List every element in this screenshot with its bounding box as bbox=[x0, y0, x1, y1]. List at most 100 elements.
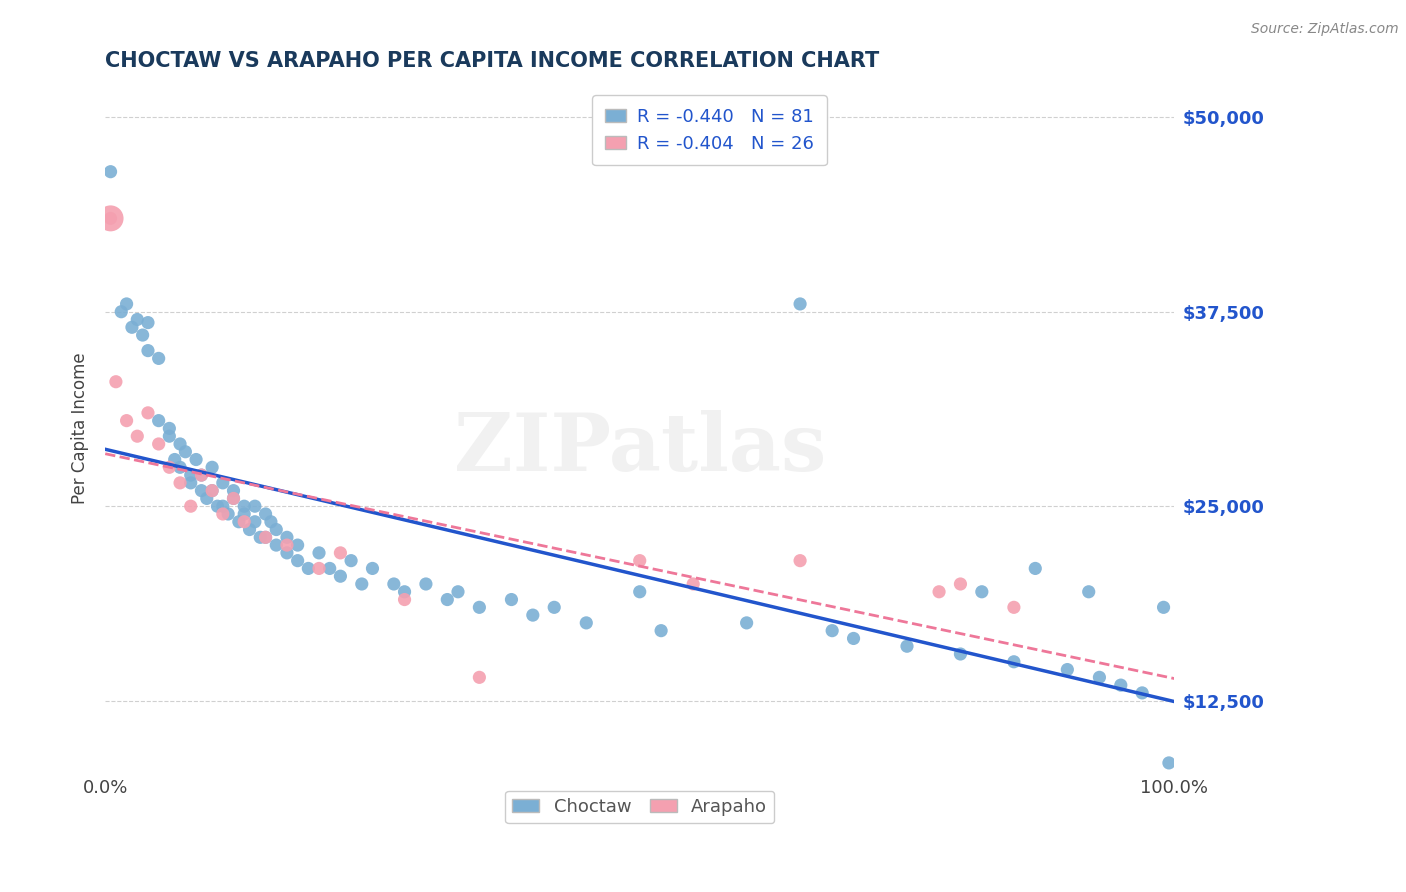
Text: Source: ZipAtlas.com: Source: ZipAtlas.com bbox=[1251, 22, 1399, 37]
Point bbox=[254, 530, 277, 544]
Point bbox=[222, 491, 245, 506]
Point bbox=[131, 328, 153, 343]
Point bbox=[254, 530, 277, 544]
Point bbox=[180, 475, 202, 490]
Point bbox=[115, 297, 138, 311]
Point bbox=[163, 452, 186, 467]
Text: ZIPatlas: ZIPatlas bbox=[454, 410, 825, 488]
Point bbox=[276, 538, 298, 552]
Point bbox=[276, 546, 298, 560]
Point bbox=[287, 554, 309, 568]
Point bbox=[543, 600, 565, 615]
Point bbox=[184, 452, 207, 467]
Point bbox=[100, 211, 122, 226]
Point bbox=[350, 577, 373, 591]
Point bbox=[650, 624, 672, 638]
Point bbox=[233, 507, 256, 521]
Point bbox=[436, 592, 458, 607]
Point bbox=[169, 475, 191, 490]
Point bbox=[228, 515, 250, 529]
Point bbox=[148, 414, 170, 428]
Point bbox=[190, 468, 212, 483]
Point bbox=[415, 577, 437, 591]
Point bbox=[174, 444, 197, 458]
Point bbox=[136, 343, 159, 358]
Point bbox=[329, 569, 352, 583]
Point bbox=[211, 507, 233, 521]
Point bbox=[127, 429, 149, 443]
Point bbox=[121, 320, 143, 334]
Point bbox=[735, 615, 758, 630]
Point bbox=[468, 600, 491, 615]
Point bbox=[1056, 663, 1078, 677]
Point bbox=[501, 592, 523, 607]
Point bbox=[1157, 756, 1180, 770]
Point bbox=[115, 414, 138, 428]
Point bbox=[970, 584, 993, 599]
Point bbox=[201, 483, 224, 498]
Point bbox=[682, 577, 704, 591]
Point bbox=[104, 375, 127, 389]
Point bbox=[233, 499, 256, 513]
Point bbox=[190, 468, 212, 483]
Point bbox=[287, 538, 309, 552]
Point bbox=[319, 561, 342, 575]
Point bbox=[949, 577, 972, 591]
Point bbox=[222, 483, 245, 498]
Point bbox=[233, 515, 256, 529]
Point bbox=[207, 499, 229, 513]
Point bbox=[575, 615, 598, 630]
Point bbox=[1002, 600, 1025, 615]
Point bbox=[195, 491, 218, 506]
Point bbox=[100, 164, 122, 178]
Point bbox=[201, 483, 224, 498]
Point bbox=[361, 561, 384, 575]
Point bbox=[264, 538, 287, 552]
Point bbox=[217, 507, 239, 521]
Point bbox=[249, 530, 271, 544]
Point bbox=[1088, 670, 1111, 684]
Point bbox=[789, 554, 811, 568]
Text: CHOCTAW VS ARAPAHO PER CAPITA INCOME CORRELATION CHART: CHOCTAW VS ARAPAHO PER CAPITA INCOME COR… bbox=[105, 51, 880, 70]
Point bbox=[896, 639, 918, 653]
Point bbox=[201, 460, 224, 475]
Point bbox=[789, 297, 811, 311]
Point bbox=[264, 523, 287, 537]
Point bbox=[308, 561, 330, 575]
Point bbox=[842, 632, 865, 646]
Point bbox=[394, 592, 416, 607]
Point bbox=[628, 554, 651, 568]
Point bbox=[211, 475, 233, 490]
Point bbox=[169, 437, 191, 451]
Point bbox=[243, 499, 266, 513]
Point bbox=[522, 608, 544, 623]
Point bbox=[238, 523, 260, 537]
Point bbox=[180, 468, 202, 483]
Point bbox=[157, 421, 180, 435]
Point bbox=[1024, 561, 1046, 575]
Point bbox=[157, 460, 180, 475]
Point bbox=[148, 437, 170, 451]
Point bbox=[628, 584, 651, 599]
Point bbox=[447, 584, 470, 599]
Point bbox=[297, 561, 319, 575]
Point bbox=[127, 312, 149, 326]
Y-axis label: Per Capita Income: Per Capita Income bbox=[72, 352, 89, 504]
Point bbox=[136, 406, 159, 420]
Point bbox=[1077, 584, 1099, 599]
Point bbox=[222, 491, 245, 506]
Point bbox=[110, 304, 132, 318]
Point bbox=[1153, 600, 1175, 615]
Point bbox=[340, 554, 363, 568]
Point bbox=[468, 670, 491, 684]
Point bbox=[169, 460, 191, 475]
Point bbox=[308, 546, 330, 560]
Point bbox=[136, 316, 159, 330]
Point bbox=[329, 546, 352, 560]
Point bbox=[180, 499, 202, 513]
Point bbox=[1109, 678, 1132, 692]
Point bbox=[190, 483, 212, 498]
Point bbox=[100, 211, 122, 226]
Point bbox=[1130, 686, 1153, 700]
Point bbox=[254, 507, 277, 521]
